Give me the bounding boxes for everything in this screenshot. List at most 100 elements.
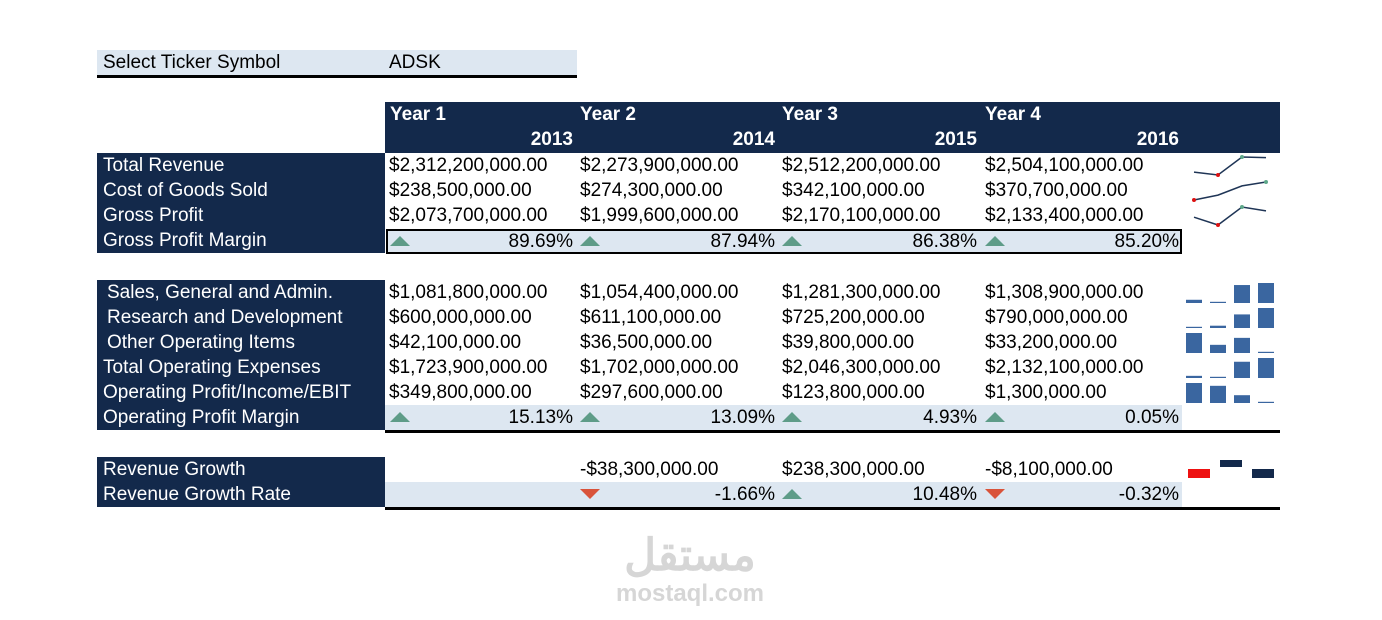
ticker-underline [97, 75, 577, 78]
sparkline-path [1193, 156, 1267, 176]
sparkline-ebit [1186, 383, 1274, 403]
cell: $370,700,000.00 [985, 180, 1128, 201]
sparkline-bar [1258, 283, 1274, 303]
sparkline-bar [1258, 358, 1274, 378]
cell: $2,504,100,000.00 [985, 155, 1144, 176]
sparkline-bar [1188, 469, 1210, 478]
row-label-total-revenue: Total Revenue [103, 155, 225, 176]
cell: $1,081,800,000.00 [389, 282, 548, 303]
sparkline-low-point [1216, 223, 1220, 227]
sparkline-bar [1186, 299, 1202, 303]
row-label-op-margin: Operating Profit Margin [103, 407, 300, 428]
cell: $2,073,700,000.00 [389, 205, 548, 226]
cell: $1,054,400,000.00 [580, 282, 739, 303]
cell: $123,800,000.00 [782, 382, 925, 403]
ticker-select[interactable]: ADSK [389, 52, 441, 73]
year-header [385, 102, 1280, 153]
op-margin-value: 4.93% [923, 407, 977, 428]
cell: $2,046,300,000.00 [782, 357, 941, 378]
row-label-sga: Sales, General and Admin. [107, 282, 334, 303]
trend-up-icon [782, 412, 802, 422]
row-label-revenue-growth: Revenue Growth [103, 459, 246, 480]
sparkline-bar [1210, 301, 1226, 303]
gross-margin-value: 86.38% [912, 231, 977, 252]
cell: $36,500,000.00 [580, 332, 713, 353]
sparkline-bar [1234, 285, 1250, 303]
row-label-gross-profit: Gross Profit [103, 205, 204, 226]
sparkline-bar [1234, 337, 1250, 353]
cell: $1,308,900,000.00 [985, 282, 1144, 303]
gross-margin-value: 89.69% [508, 231, 573, 252]
cell: $725,200,000.00 [782, 307, 925, 328]
sparkline-revenue-growth [1188, 460, 1274, 478]
sparkline-path [1193, 181, 1267, 201]
op-margin-value: 15.13% [508, 407, 573, 428]
gross-margin-value: 85.20% [1114, 231, 1179, 252]
sparkline-gross-profit [1193, 205, 1267, 227]
trend-down-icon [985, 489, 1005, 499]
cell: $39,800,000.00 [782, 332, 915, 353]
cell: $238,300,000.00 [782, 459, 925, 480]
sparkline-bar [1220, 460, 1242, 467]
cell: -$8,100,000.00 [985, 459, 1113, 480]
sparkline-high-point [1240, 155, 1244, 159]
op-margin-value: 13.09% [710, 407, 775, 428]
cell: $1,723,900,000.00 [389, 357, 548, 378]
cell: $238,500,000.00 [389, 180, 532, 201]
cell: $33,200,000.00 [985, 332, 1118, 353]
watermark-arabic: مستقل [624, 531, 756, 580]
year-value-2: 2014 [732, 129, 775, 150]
year-label-4: Year 4 [985, 104, 1041, 125]
sparkline-bar [1234, 314, 1250, 328]
row-label-ebit: Operating Profit/Income/EBIT [103, 382, 352, 403]
sparkline-cogs [1192, 180, 1268, 202]
growth-rate-value: -1.66% [714, 484, 775, 505]
year-value-3: 2015 [934, 129, 977, 150]
cell: $2,312,200,000.00 [389, 155, 548, 176]
op-margin-value: 0.05% [1125, 407, 1179, 428]
year-label-3: Year 3 [782, 104, 838, 125]
trend-up-icon [985, 236, 1005, 246]
year-value-1: 2013 [530, 129, 573, 150]
cell: $2,133,400,000.00 [985, 205, 1144, 226]
sparkline-bar [1234, 395, 1250, 403]
cell: $297,600,000.00 [580, 382, 723, 403]
trend-up-icon [580, 236, 600, 246]
row-label-revenue-growth-rate: Revenue Growth Rate [103, 484, 291, 505]
growth-rate-value: 10.48% [912, 484, 977, 505]
sparkline-bar [1258, 308, 1274, 328]
cell: $1,702,000,000.00 [580, 357, 739, 378]
sparkline-low-point [1216, 173, 1220, 177]
row-label-rnd: Research and Development [107, 307, 343, 328]
trend-up-icon [782, 236, 802, 246]
cell: $42,100,000.00 [389, 332, 522, 353]
row-label-other-op: Other Operating Items [107, 332, 295, 353]
sparkline-total-opex [1186, 358, 1274, 378]
cell: $2,512,200,000.00 [782, 155, 941, 176]
trend-down-icon [580, 489, 600, 499]
section3-bottom-border [385, 507, 1280, 510]
ticker-label: Select Ticker Symbol [103, 52, 281, 73]
trend-up-icon [390, 412, 410, 422]
cell: $790,000,000.00 [985, 307, 1128, 328]
cell: -$38,300,000.00 [580, 459, 719, 480]
cell: $2,273,900,000.00 [580, 155, 739, 176]
sparkline-bar [1186, 326, 1202, 328]
sparkline-high-point [1264, 180, 1268, 184]
sparkline-bar [1210, 325, 1226, 328]
row-label-cogs: Cost of Goods Sold [103, 180, 268, 201]
trend-up-icon [390, 236, 410, 246]
growth-rate-value: -0.32% [1118, 484, 1179, 505]
trend-up-icon [782, 489, 802, 499]
cell: $611,100,000.00 [580, 307, 722, 328]
cell: $274,300,000.00 [580, 180, 723, 201]
trend-up-icon [580, 412, 600, 422]
gross-margin-row [386, 229, 1182, 254]
cell: $1,281,300,000.00 [782, 282, 941, 303]
sparkline-bar [1186, 333, 1202, 353]
section3-label-bg [97, 457, 385, 507]
section2-bottom-border [385, 430, 1280, 433]
cell: $1,999,600,000.00 [580, 205, 739, 226]
sparkline-bar [1210, 344, 1226, 353]
watermark-latin: mostaql.com [615, 580, 765, 607]
